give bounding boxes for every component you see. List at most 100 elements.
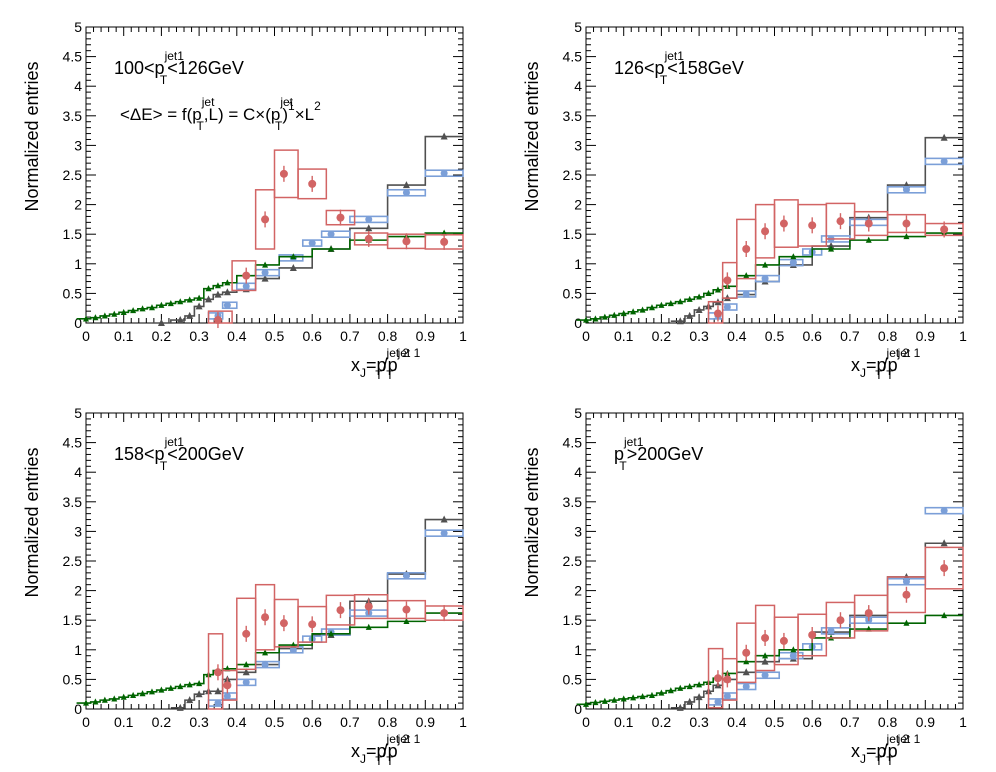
blue-series-point xyxy=(223,301,231,309)
green-series-point xyxy=(611,696,618,703)
y-tick-label: 4.5 xyxy=(63,435,83,451)
y-tick-label: 5 xyxy=(574,405,582,421)
formula-part: ×L xyxy=(295,105,314,124)
y-tick-label: 4 xyxy=(74,78,82,94)
green-series-point xyxy=(601,697,608,704)
red-series-point xyxy=(364,602,373,611)
y-tick-label: 3 xyxy=(74,137,82,153)
green-series-point xyxy=(714,286,721,293)
panel-bottom-right: 0 0.1 0.2 0.3 0.4 0.5 0.6 0.7 0.8 0.9 1 0 0.5 1 1.5 2 2.… xyxy=(522,405,967,768)
x-axis-label-part: =p xyxy=(366,355,387,375)
x-axis-label-part: jet 1 xyxy=(397,732,421,746)
black-series-point xyxy=(289,263,297,271)
x-tick-label: 0.2 xyxy=(152,328,172,344)
green-series-point xyxy=(592,698,599,706)
green-series-point xyxy=(696,293,703,300)
green-series-point xyxy=(583,316,589,323)
x-axis-label-part: T xyxy=(386,368,394,382)
green-series-point xyxy=(177,298,184,305)
green-series-line xyxy=(576,614,963,706)
panel-title-part: T xyxy=(619,459,627,473)
x-tick-label: 0.4 xyxy=(727,328,747,344)
red-series-point xyxy=(779,219,788,228)
x-tick-label: 0.1 xyxy=(614,714,634,730)
red-series-box xyxy=(721,261,738,299)
x-axis-label-part: /p xyxy=(883,741,898,761)
green-series-point xyxy=(762,652,769,659)
black-series-point xyxy=(176,703,184,711)
black-series-point xyxy=(686,311,694,319)
red-series-point xyxy=(723,675,732,684)
x-axis-label-part: jet 1 xyxy=(897,732,921,746)
x-tick-label: 0.7 xyxy=(840,328,860,344)
panel-title-part: 100<p xyxy=(114,58,165,78)
black-series-point xyxy=(940,539,948,547)
green-series-point xyxy=(92,698,99,705)
blue-series-point xyxy=(789,652,797,660)
blue-series-bin xyxy=(320,230,351,238)
green-series-point xyxy=(328,245,335,252)
green-series-point xyxy=(686,295,693,302)
black-series-point xyxy=(214,687,222,695)
red-series-point xyxy=(836,616,845,625)
red-series-point xyxy=(261,215,270,224)
green-series-point xyxy=(83,315,89,322)
red-series-point xyxy=(808,631,817,639)
red-series-point xyxy=(742,245,751,253)
y-tick-label: 5 xyxy=(74,405,82,421)
red-series-point xyxy=(213,316,222,325)
black-series-point xyxy=(195,690,203,698)
green-series-point xyxy=(111,310,118,317)
x-tick-label: 0 xyxy=(582,714,590,730)
blue-series-point xyxy=(789,259,797,267)
formula-part: T xyxy=(275,119,283,133)
y-tick-label: 0 xyxy=(574,701,582,717)
x-axis-label-part: x xyxy=(851,741,860,761)
x-tick-label: 0.6 xyxy=(802,328,822,344)
green-series-point xyxy=(262,649,269,656)
green-series-point xyxy=(167,684,174,691)
formula-part: jet xyxy=(201,95,215,109)
y-tick-label: 4 xyxy=(74,464,82,480)
y-tick-label: 1 xyxy=(574,256,582,272)
blue-series-point xyxy=(261,661,269,669)
red-series-point xyxy=(902,590,911,599)
y-tick-label: 4.5 xyxy=(63,49,83,65)
blue-series-point xyxy=(214,699,222,707)
blue-series-point xyxy=(261,269,269,277)
green-series-point xyxy=(667,299,674,307)
x-tick-label: 1 xyxy=(959,328,967,344)
green-series-point xyxy=(262,261,269,268)
panel-title-part: jet1 xyxy=(164,49,185,63)
red-series-point xyxy=(279,169,288,178)
blue-series-point xyxy=(714,698,722,706)
x-axis-label-part: T xyxy=(386,754,394,768)
green-series-point xyxy=(120,693,127,700)
y-tick-label: 3 xyxy=(574,523,582,539)
y-tick-label: 3 xyxy=(74,523,82,539)
formula-part: 1 xyxy=(288,99,295,113)
green-series-point xyxy=(158,301,165,308)
y-tick-label: 3.5 xyxy=(63,494,83,510)
y-tick-label: 1 xyxy=(574,642,582,658)
y-tick-label: 2 xyxy=(574,197,582,213)
x-tick-label: 0.9 xyxy=(916,714,936,730)
blue-series-point xyxy=(402,189,410,197)
black-series-point xyxy=(157,319,165,326)
y-tick-label: 3.5 xyxy=(63,108,83,124)
x-axis-label-part: /p xyxy=(383,741,398,761)
red-series-box xyxy=(231,260,257,292)
red-series-point xyxy=(940,225,949,234)
red-series-point xyxy=(902,219,911,228)
red-series-point xyxy=(336,213,345,222)
black-series-point xyxy=(186,696,194,704)
y-tick-label: 1 xyxy=(74,642,82,658)
x-tick-label: 0.2 xyxy=(652,714,672,730)
x-tick-label: 0.2 xyxy=(152,714,172,730)
blue-series-point xyxy=(289,646,297,654)
x-axis-label-part: /p xyxy=(883,355,898,375)
blue-series-point xyxy=(440,169,448,177)
panel-title: pjet1 T>200GeV xyxy=(614,435,703,473)
